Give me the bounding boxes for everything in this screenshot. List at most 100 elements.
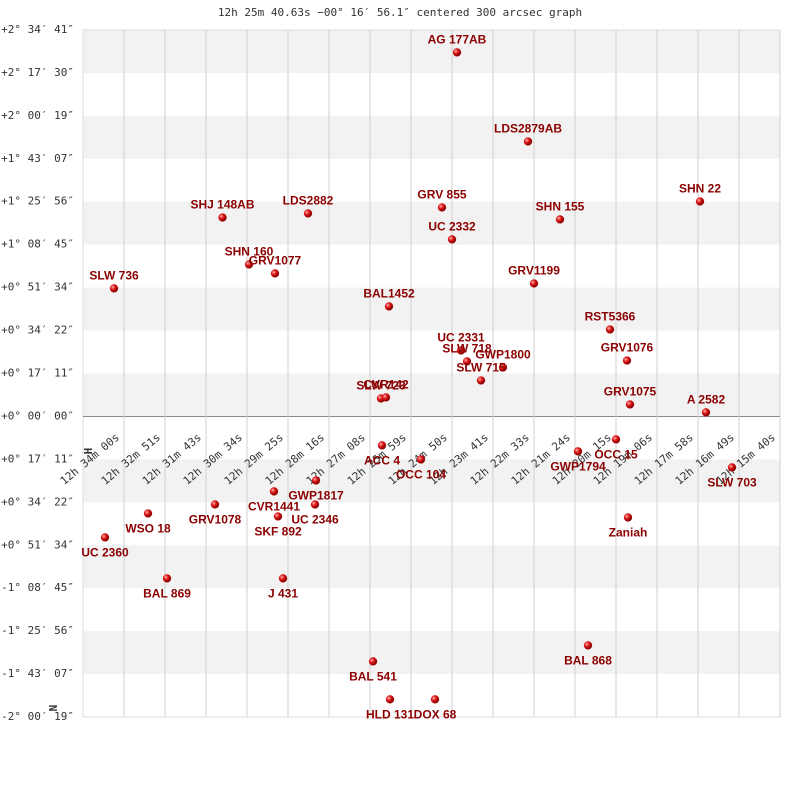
direction-label: H — [82, 448, 95, 455]
star-label: GWP1794 — [550, 459, 606, 473]
star-label: DOX 68 — [414, 707, 457, 721]
star-point — [273, 512, 283, 521]
star-point — [529, 279, 539, 288]
star-label: BAL 869 — [143, 586, 191, 600]
star-label: UC 2331 — [437, 330, 485, 344]
star-label: OCC 104 — [396, 467, 446, 481]
star-point — [476, 376, 486, 385]
y-tick-label: +0° 34′ 22″ — [1, 324, 74, 337]
direction-label: N — [47, 705, 60, 712]
star-point — [310, 500, 320, 509]
star-label: SHN 22 — [679, 181, 721, 195]
y-tick-label: +2° 00′ 19″ — [1, 109, 74, 122]
star-label: UC 2360 — [81, 545, 129, 559]
star-point — [611, 435, 621, 444]
star-label: BAL 541 — [349, 669, 397, 683]
star-point — [109, 284, 119, 293]
star-label: UC 2346 — [291, 512, 339, 526]
star-point — [437, 203, 447, 212]
star-point — [456, 346, 466, 355]
star-label: GRV1076 — [601, 341, 654, 355]
star-label: GWP1817 — [288, 488, 344, 502]
star-point — [270, 269, 280, 278]
star-label: SLW 715 — [456, 360, 506, 374]
star-label: RST5366 — [585, 309, 636, 323]
y-tick-label: +0° 00′ 00″ — [1, 409, 74, 422]
star-point — [311, 476, 321, 485]
y-tick-label: -1° 25′ 56″ — [1, 624, 74, 637]
star-point — [727, 463, 737, 472]
star-label: SHN 155 — [536, 199, 585, 213]
band — [83, 373, 780, 417]
band — [83, 287, 780, 331]
star-label: WSO 18 — [125, 521, 171, 535]
star-point — [278, 574, 288, 583]
y-tick-label: +1° 25′ 56″ — [1, 195, 74, 208]
star-label: GRV1078 — [189, 512, 242, 526]
y-tick-label: +0° 51′ 34″ — [1, 281, 74, 294]
star-point — [462, 357, 472, 366]
star-point — [573, 447, 583, 456]
star-label: J 431 — [268, 586, 298, 600]
y-tick-label: +1° 08′ 45″ — [1, 238, 74, 251]
star-point — [701, 408, 711, 417]
star-label: BAL1452 — [363, 286, 415, 300]
star-point — [555, 215, 565, 224]
star-label: SKF 892 — [254, 524, 302, 538]
star-label: GRV 855 — [417, 187, 466, 201]
star-label: GRV1199 — [508, 263, 560, 277]
star-point — [368, 657, 378, 666]
star-label: LDS2882 — [283, 193, 334, 207]
star-label: CVR142 — [363, 377, 409, 391]
y-tick-label: +2° 17′ 30″ — [1, 66, 74, 79]
y-tick-label: +0° 51′ 34″ — [1, 538, 74, 551]
band — [83, 545, 780, 589]
star-point — [100, 533, 110, 542]
y-tick-label: +1° 43′ 07″ — [1, 152, 74, 165]
y-tick-label: +2° 34′ 41″ — [1, 23, 74, 36]
star-label: AG 177AB — [428, 32, 487, 46]
star-point — [430, 695, 440, 704]
star-point — [269, 487, 279, 496]
star-label: CVR1441 — [248, 499, 300, 513]
star-label: SLW 718 — [442, 341, 492, 355]
band — [83, 30, 780, 73]
star-point — [447, 235, 457, 244]
y-tick-label: -1° 43′ 07″ — [1, 667, 74, 680]
star-label: GRV1077 — [249, 253, 302, 267]
star-label: UC 2332 — [428, 219, 476, 233]
star-label: GWP1800 — [475, 347, 531, 361]
star-point — [452, 48, 462, 57]
star-point — [623, 513, 633, 522]
star-point — [583, 641, 593, 650]
star-point — [416, 455, 426, 464]
star-point — [303, 209, 313, 218]
star-point — [384, 302, 394, 311]
y-tick-label: +0° 17′ 11″ — [1, 367, 74, 380]
band — [83, 459, 780, 503]
star-label: SLW 736 — [89, 268, 139, 282]
star-point — [385, 695, 395, 704]
band — [83, 115, 780, 159]
star-label: SHJ 148AB — [190, 197, 254, 211]
y-tick-label: -1° 08′ 45″ — [1, 581, 74, 594]
star-point — [498, 363, 508, 372]
star-point — [695, 197, 705, 206]
star-label: OCC 15 — [594, 447, 638, 461]
y-tick-label: +0° 34′ 22″ — [1, 495, 74, 508]
star-point — [523, 137, 533, 146]
star-point — [244, 260, 254, 269]
star-point — [377, 441, 387, 450]
star-label: SLW 703 — [707, 475, 757, 489]
star-point — [143, 509, 153, 518]
star-point — [381, 393, 391, 402]
star-label: SHN 160 — [225, 244, 274, 258]
star-label: Zaniah — [609, 525, 648, 539]
star-label: A 2582 — [687, 392, 726, 406]
star-label: HLD 131 — [366, 707, 414, 721]
star-point — [210, 500, 220, 509]
star-label: BAL 868 — [564, 653, 612, 667]
band — [83, 631, 780, 675]
